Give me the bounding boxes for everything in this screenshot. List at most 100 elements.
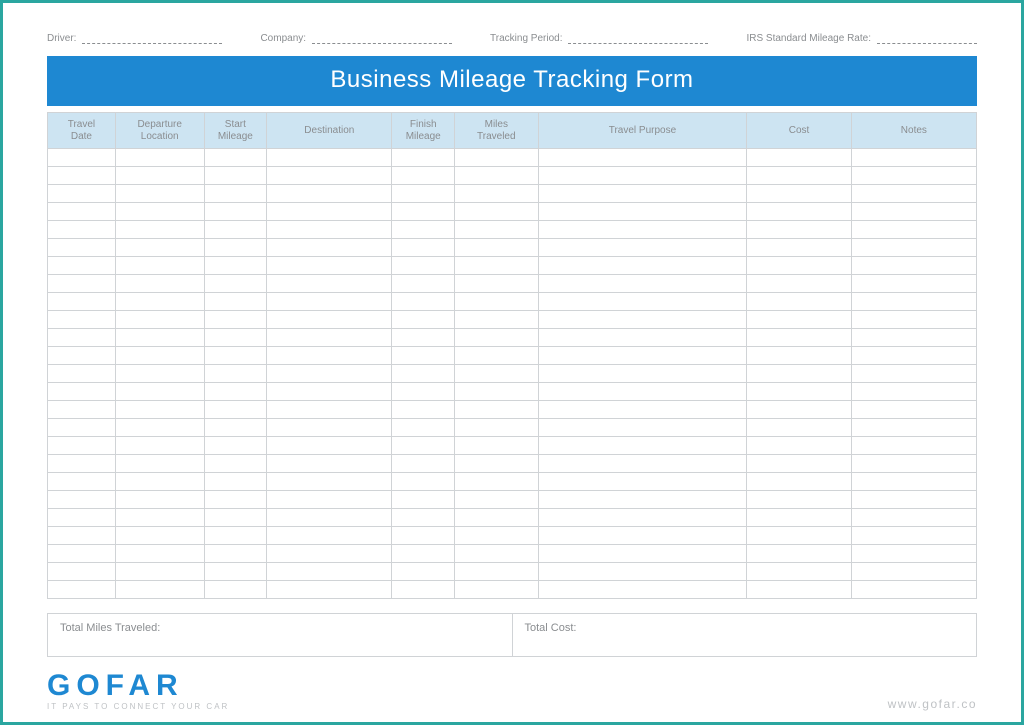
table-cell[interactable] bbox=[392, 365, 455, 383]
table-cell[interactable] bbox=[267, 149, 392, 167]
table-cell[interactable] bbox=[267, 581, 392, 599]
table-cell[interactable] bbox=[747, 239, 851, 257]
table-cell[interactable] bbox=[48, 275, 116, 293]
table-cell[interactable] bbox=[204, 293, 267, 311]
table-cell[interactable] bbox=[747, 581, 851, 599]
table-cell[interactable] bbox=[204, 563, 267, 581]
table-cell[interactable] bbox=[455, 509, 539, 527]
table-cell[interactable] bbox=[48, 473, 116, 491]
table-cell[interactable] bbox=[851, 509, 976, 527]
table-cell[interactable] bbox=[851, 185, 976, 203]
table-cell[interactable] bbox=[392, 185, 455, 203]
table-cell[interactable] bbox=[204, 401, 267, 419]
table-cell[interactable] bbox=[538, 203, 747, 221]
table-cell[interactable] bbox=[115, 491, 204, 509]
table-cell[interactable] bbox=[48, 437, 116, 455]
table-cell[interactable] bbox=[392, 293, 455, 311]
table-cell[interactable] bbox=[747, 401, 851, 419]
table-cell[interactable] bbox=[538, 149, 747, 167]
table-cell[interactable] bbox=[204, 581, 267, 599]
table-cell[interactable] bbox=[455, 203, 539, 221]
table-cell[interactable] bbox=[392, 419, 455, 437]
table-cell[interactable] bbox=[204, 257, 267, 275]
table-cell[interactable] bbox=[392, 329, 455, 347]
table-cell[interactable] bbox=[455, 437, 539, 455]
table-cell[interactable] bbox=[455, 167, 539, 185]
table-cell[interactable] bbox=[115, 437, 204, 455]
table-cell[interactable] bbox=[267, 275, 392, 293]
table-cell[interactable] bbox=[455, 239, 539, 257]
table-cell[interactable] bbox=[538, 275, 747, 293]
table-cell[interactable] bbox=[747, 185, 851, 203]
table-cell[interactable] bbox=[851, 527, 976, 545]
table-cell[interactable] bbox=[204, 347, 267, 365]
table-cell[interactable] bbox=[455, 455, 539, 473]
table-cell[interactable] bbox=[115, 257, 204, 275]
table-cell[interactable] bbox=[851, 581, 976, 599]
table-cell[interactable] bbox=[115, 509, 204, 527]
table-cell[interactable] bbox=[538, 563, 747, 581]
table-cell[interactable] bbox=[455, 257, 539, 275]
table-cell[interactable] bbox=[48, 509, 116, 527]
table-cell[interactable] bbox=[538, 473, 747, 491]
table-cell[interactable] bbox=[851, 329, 976, 347]
table-cell[interactable] bbox=[851, 383, 976, 401]
table-cell[interactable] bbox=[267, 257, 392, 275]
table-cell[interactable] bbox=[455, 275, 539, 293]
table-cell[interactable] bbox=[538, 167, 747, 185]
table-cell[interactable] bbox=[538, 527, 747, 545]
table-cell[interactable] bbox=[267, 347, 392, 365]
table-cell[interactable] bbox=[267, 509, 392, 527]
table-cell[interactable] bbox=[267, 419, 392, 437]
table-cell[interactable] bbox=[747, 365, 851, 383]
table-cell[interactable] bbox=[851, 311, 976, 329]
table-cell[interactable] bbox=[48, 329, 116, 347]
driver-line[interactable] bbox=[82, 34, 222, 44]
table-cell[interactable] bbox=[747, 491, 851, 509]
table-cell[interactable] bbox=[747, 527, 851, 545]
table-cell[interactable] bbox=[455, 545, 539, 563]
table-cell[interactable] bbox=[204, 419, 267, 437]
table-cell[interactable] bbox=[538, 545, 747, 563]
table-cell[interactable] bbox=[392, 581, 455, 599]
table-cell[interactable] bbox=[392, 545, 455, 563]
table-cell[interactable] bbox=[747, 419, 851, 437]
table-cell[interactable] bbox=[538, 419, 747, 437]
table-cell[interactable] bbox=[115, 221, 204, 239]
table-cell[interactable] bbox=[851, 239, 976, 257]
table-cell[interactable] bbox=[392, 275, 455, 293]
table-cell[interactable] bbox=[747, 149, 851, 167]
table-cell[interactable] bbox=[747, 257, 851, 275]
table-cell[interactable] bbox=[115, 239, 204, 257]
table-cell[interactable] bbox=[115, 329, 204, 347]
table-cell[interactable] bbox=[392, 455, 455, 473]
table-cell[interactable] bbox=[204, 527, 267, 545]
table-cell[interactable] bbox=[455, 527, 539, 545]
table-cell[interactable] bbox=[48, 563, 116, 581]
table-cell[interactable] bbox=[115, 185, 204, 203]
table-cell[interactable] bbox=[851, 437, 976, 455]
table-cell[interactable] bbox=[48, 545, 116, 563]
table-cell[interactable] bbox=[48, 221, 116, 239]
table-cell[interactable] bbox=[538, 221, 747, 239]
table-cell[interactable] bbox=[115, 167, 204, 185]
table-cell[interactable] bbox=[48, 203, 116, 221]
table-cell[interactable] bbox=[747, 563, 851, 581]
table-cell[interactable] bbox=[538, 329, 747, 347]
table-cell[interactable] bbox=[747, 311, 851, 329]
table-cell[interactable] bbox=[538, 185, 747, 203]
table-cell[interactable] bbox=[851, 203, 976, 221]
table-cell[interactable] bbox=[267, 365, 392, 383]
table-cell[interactable] bbox=[851, 167, 976, 185]
table-cell[interactable] bbox=[747, 473, 851, 491]
table-cell[interactable] bbox=[48, 365, 116, 383]
table-cell[interactable] bbox=[538, 383, 747, 401]
table-cell[interactable] bbox=[204, 149, 267, 167]
table-cell[interactable] bbox=[455, 347, 539, 365]
table-cell[interactable] bbox=[115, 545, 204, 563]
table-cell[interactable] bbox=[851, 401, 976, 419]
table-cell[interactable] bbox=[392, 203, 455, 221]
table-cell[interactable] bbox=[392, 437, 455, 455]
table-cell[interactable] bbox=[538, 491, 747, 509]
table-cell[interactable] bbox=[204, 167, 267, 185]
